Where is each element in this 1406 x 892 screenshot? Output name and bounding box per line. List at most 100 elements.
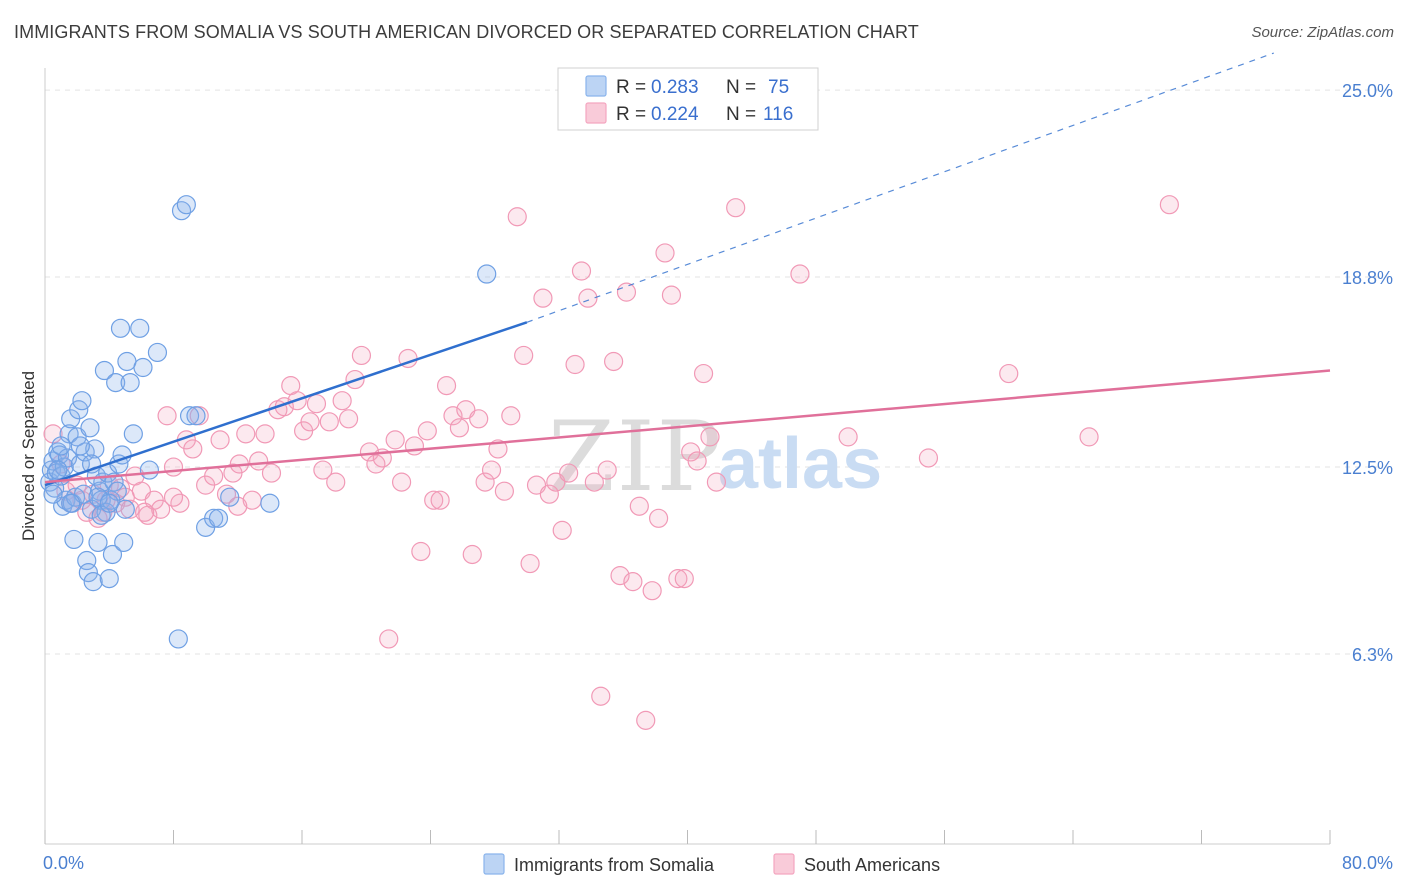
point-south-american-110	[999, 363, 1019, 384]
point-south-american-60	[417, 421, 437, 441]
point-south-american-70	[481, 460, 502, 480]
legend-r-label-south-american: R =	[616, 104, 646, 125]
point-somalia-27	[83, 572, 103, 592]
point-somalia-69	[43, 484, 63, 504]
point-south-american-36	[261, 463, 282, 483]
point-south-american-93	[629, 496, 649, 516]
point-south-american-97	[655, 243, 675, 263]
point-somalia-66	[51, 436, 71, 456]
chart-title: IMMIGRANTS FROM SOMALIA VS SOUTH AMERICA…	[14, 22, 919, 42]
point-south-american-86	[584, 472, 604, 492]
point-south-american-82	[559, 463, 579, 483]
point-south-american-54	[379, 629, 399, 649]
point-somalia-24	[78, 562, 98, 583]
point-somalia-54	[147, 342, 168, 363]
point-south-american-78	[533, 288, 553, 308]
point-somalia-46	[114, 532, 134, 553]
point-south-american-20	[157, 406, 177, 426]
trend-line-somalia-extension	[526, 52, 1274, 323]
point-south-american-35	[255, 424, 275, 444]
point-somalia-30	[88, 532, 108, 553]
point-south-american-67	[462, 544, 482, 565]
point-south-american-29	[216, 484, 237, 504]
point-somalia-51	[130, 318, 150, 338]
point-somalia-64	[260, 493, 280, 513]
legend-r-value-south-american: 0.224	[651, 104, 699, 125]
legend-n-value-south-american: 116	[763, 104, 793, 125]
point-somalia-48	[117, 351, 137, 372]
point-somalia-34	[94, 360, 115, 381]
point-south-american-91	[616, 282, 637, 302]
point-south-american-68	[469, 409, 489, 429]
point-south-american-75	[514, 345, 534, 366]
bottom-legend-label-somalia: Immigrants from Somalia	[514, 855, 715, 875]
point-somalia-37	[99, 569, 119, 589]
y-tick-label-0: 6.3%	[1352, 645, 1393, 665]
point-south-american-50	[351, 345, 372, 366]
point-south-american-34	[249, 451, 269, 471]
y-tick-label-1: 12.5%	[1342, 458, 1393, 478]
point-south-american-95	[642, 581, 662, 601]
y-tick-labels: 6.3% 12.5% 18.8% 25.0%	[1342, 81, 1393, 665]
point-south-american-104	[700, 427, 720, 447]
point-somalia-52	[133, 357, 153, 378]
point-somalia-74	[48, 460, 68, 480]
point-somalia-50	[123, 424, 143, 444]
point-somalia-58	[179, 406, 200, 426]
legend-r-value-somalia: 0.283	[651, 77, 699, 98]
gridlines	[45, 89, 1393, 655]
point-south-american-55	[385, 430, 405, 450]
point-somalia-41	[106, 373, 126, 393]
point-somalia-61	[204, 508, 224, 528]
point-south-american-84	[571, 261, 592, 281]
legend: R = 0.283 N = 75 R = 0.224 N = 116	[557, 67, 819, 131]
bottom-legend-label-south-american: South Americans	[804, 855, 940, 875]
y-tick-label-3: 25.0%	[1342, 81, 1393, 101]
point-south-american-100	[674, 569, 694, 589]
point-somalia-55	[168, 629, 188, 649]
point-south-american-21	[163, 457, 184, 477]
point-somalia-67	[70, 436, 90, 456]
point-south-american-63	[436, 376, 457, 396]
legend-n-label-somalia: N =	[726, 77, 756, 98]
point-south-american-94	[636, 710, 656, 730]
legend-r-label-somalia: R =	[616, 77, 646, 98]
point-somalia-15	[64, 529, 84, 550]
point-south-american-69	[475, 472, 495, 492]
bottom-legend: Immigrants from Somalia South Americans	[483, 853, 940, 875]
point-south-american-28	[210, 430, 230, 450]
point-south-american-83	[565, 354, 585, 375]
point-somalia-20	[72, 391, 92, 411]
point-south-american-96	[648, 508, 669, 528]
point-south-american-102	[687, 451, 707, 471]
point-south-american-62	[430, 490, 450, 510]
point-somalia-57	[176, 195, 196, 215]
point-south-american-61	[424, 490, 444, 510]
trend-line-south-american	[44, 369, 1331, 484]
point-somalia-25	[80, 418, 100, 438]
point-south-american-106	[726, 198, 746, 218]
point-south-american-92	[623, 572, 643, 592]
point-south-american-65	[449, 418, 470, 438]
point-somalia-65	[477, 264, 497, 284]
point-somalia-72	[88, 487, 108, 507]
point-south-american-115	[134, 502, 155, 522]
point-south-american-72	[494, 481, 514, 501]
point-south-american-79	[539, 484, 559, 504]
bottom-legend-swatch-somalia	[483, 853, 505, 875]
y-axis-title: Divorced or Separated	[19, 371, 38, 541]
trend-line-somalia	[44, 321, 528, 487]
point-somalia-59	[186, 406, 206, 426]
x-tick-label-min: 0.0%	[43, 853, 84, 873]
point-somalia-39	[102, 544, 123, 565]
point-south-american-27	[204, 466, 224, 486]
watermark: ZIP atlas	[548, 401, 882, 513]
point-south-american-88	[597, 460, 617, 480]
x-tick-label-max: 80.0%	[1342, 853, 1393, 873]
point-south-american-45	[319, 412, 339, 432]
point-south-american-103	[693, 363, 714, 384]
data-points	[40, 195, 1179, 730]
point-south-american-76	[520, 553, 540, 574]
point-somalia-73	[99, 493, 119, 513]
